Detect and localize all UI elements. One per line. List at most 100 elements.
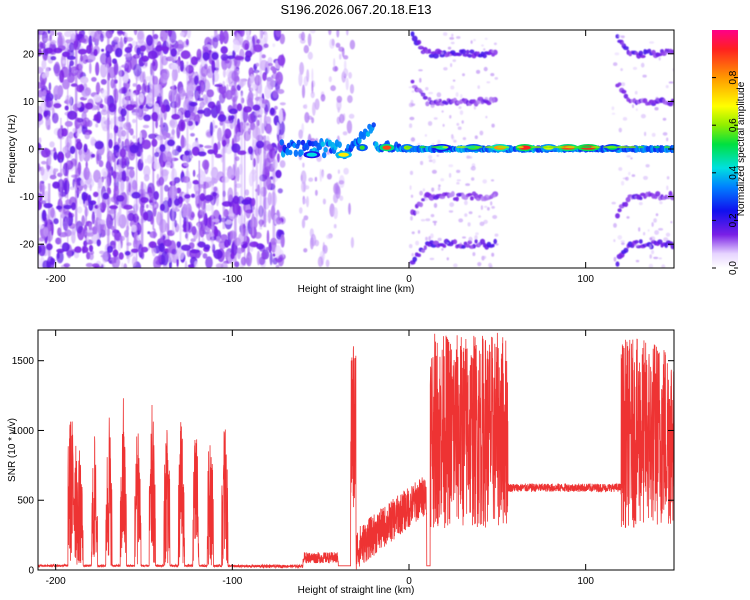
spectrogram-cell <box>474 146 483 149</box>
spectrogram-cell <box>249 241 259 248</box>
spectrogram-cell <box>270 66 276 71</box>
spectrogram-cell <box>45 116 51 130</box>
spectrogram-cell <box>468 236 473 242</box>
spectrogram-cell <box>322 152 327 159</box>
spectrogram-cell <box>130 89 133 102</box>
spectrogram-cell <box>232 39 241 53</box>
spectrogram-cell <box>617 34 622 38</box>
spectrogram-cell <box>220 46 228 54</box>
spectrogram-cell <box>80 178 86 186</box>
spectrogram-cell <box>654 107 659 111</box>
spectrogram-cell <box>326 173 332 180</box>
spectrogram-cell <box>222 30 229 44</box>
spectrogram-cell <box>483 48 486 51</box>
spectrogram-cell <box>133 30 138 36</box>
spectrogram-cell <box>491 123 495 128</box>
spectrogram-cell <box>483 66 488 72</box>
spectrogram-cell <box>156 173 160 181</box>
spectrogram-cell <box>64 120 73 127</box>
spectrogram-cell <box>128 210 137 214</box>
spectrogram-cell <box>638 227 641 232</box>
spectrogram-cell <box>180 50 191 60</box>
spectrogram-cell <box>477 262 482 267</box>
spectrogram-streak <box>179 210 182 254</box>
spectrogram-cell <box>427 121 433 126</box>
spectrogram-cell <box>281 234 285 248</box>
spectrogram-cell <box>231 57 234 70</box>
spectrogram-cell <box>333 207 338 220</box>
spectrogram-cell <box>484 146 495 149</box>
spectrogram-cell <box>192 169 196 177</box>
spectrogram-cell <box>442 123 445 127</box>
spectrogram-cell <box>328 76 332 83</box>
spectrogram-cell <box>410 194 414 198</box>
spectrogram-cell <box>479 130 484 136</box>
spectrogram-cell <box>86 44 92 55</box>
spectrogram-cell <box>120 130 127 137</box>
spectrogram-cell <box>41 59 47 70</box>
spectrogram-streak <box>118 66 122 225</box>
spectrogram-cell <box>335 182 340 195</box>
spectrogram-cell <box>110 225 115 231</box>
spectrogram-cell <box>661 264 666 268</box>
spectrogram-cell <box>212 37 219 49</box>
colorbar-ticks: 0.0 0.2 0.4 0.6 0.8 <box>712 70 739 275</box>
spectrogram-cell <box>462 137 467 141</box>
spectrogram-cell <box>305 103 308 110</box>
spectrogram-cell <box>262 99 269 105</box>
spectrogram-cell <box>132 213 139 223</box>
spectrogram-cell <box>634 243 639 247</box>
spectrogram-cell <box>430 214 435 218</box>
spectrogram-cell <box>643 175 648 180</box>
spectrogram-cell <box>482 53 487 59</box>
spectrogram-cell <box>218 84 227 95</box>
spectrogram-cell <box>222 80 225 87</box>
spectrogram-cell <box>621 82 626 87</box>
spectrogram-cell <box>118 252 124 260</box>
spectrogram-cell <box>185 38 189 46</box>
spectrogram-cell <box>137 30 145 44</box>
spectrogram-cell <box>428 159 433 163</box>
spectrogram-cell <box>81 89 90 97</box>
spectrogram-cell <box>74 246 82 254</box>
spectrogram-cell <box>547 146 559 149</box>
spectrogram-cell <box>339 113 345 124</box>
spectrogram-cell <box>462 53 469 57</box>
spectrogram-cell <box>276 122 280 135</box>
spectrogram-cell <box>448 173 452 178</box>
spectrogram-cell <box>639 196 643 201</box>
spectrogram-cell <box>418 69 423 72</box>
spectrogram-cell <box>197 97 204 102</box>
spectrogram-cell <box>162 150 167 162</box>
spectrogram-cell <box>226 77 232 84</box>
spectrogram-cell <box>649 237 653 241</box>
spectrogram-cell <box>155 119 159 129</box>
spectrogram-cell <box>204 194 214 202</box>
spectrogram-cell <box>620 35 625 39</box>
spectrogram-cell <box>427 48 432 54</box>
spectrogram-cell <box>618 127 622 133</box>
spectrogram-cell <box>49 141 55 148</box>
spectrogram-cell <box>196 48 202 60</box>
spectrogram-cell <box>555 146 566 149</box>
spectrogram-cell <box>662 117 667 121</box>
spectrogram-cell <box>311 80 314 94</box>
spectrogram-cell <box>237 150 247 156</box>
spectrogram-cell <box>139 93 145 103</box>
colorbar-label: Normalized spectral amplitude <box>736 81 747 216</box>
spectrogram-cell <box>227 55 236 60</box>
spectrogram-cell <box>70 33 76 40</box>
spectrogram-cell <box>310 233 317 247</box>
spectrogram-cell <box>277 188 283 194</box>
spectrogram-cell <box>200 81 204 96</box>
spectrogram-cell <box>234 55 245 61</box>
spectrogram-cell <box>458 218 464 223</box>
spectrogram-cell <box>151 111 159 122</box>
spectrogram-cell <box>542 146 549 149</box>
spectrogram-cell <box>43 110 48 118</box>
spectrogram-cell <box>299 207 303 214</box>
spectrogram-cell <box>121 97 125 106</box>
spectrogram-cell <box>79 107 84 112</box>
spectrogram-cell <box>456 36 461 39</box>
spectrogram-cell <box>488 262 493 268</box>
